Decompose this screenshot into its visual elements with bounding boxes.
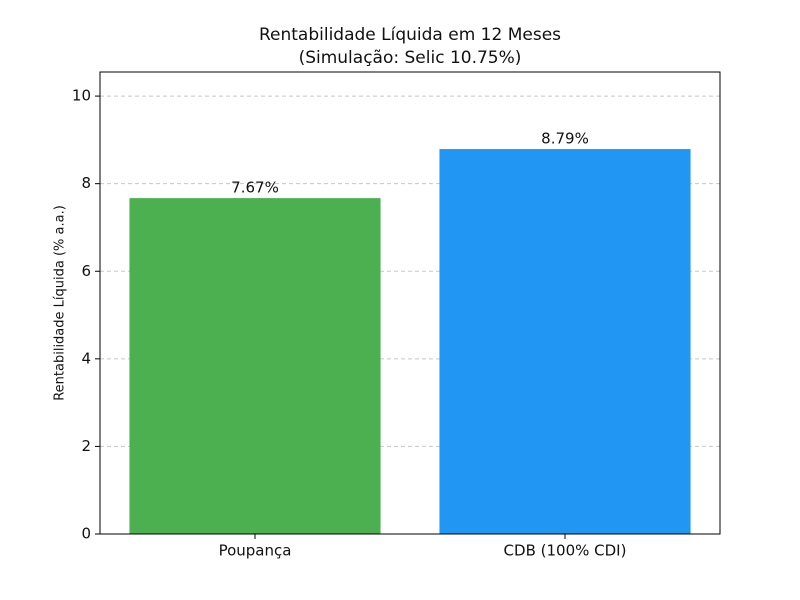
value-label: 7.67%: [231, 179, 279, 197]
y-tick-label: 10: [72, 87, 91, 105]
x-tick-label: Poupança: [219, 542, 292, 560]
plot-frame: [99, 71, 721, 535]
bar: [439, 149, 691, 534]
value-label: 8.79%: [541, 130, 589, 148]
chart-title: Rentabilidade Líquida em 12 Meses: [259, 25, 561, 45]
chart-subtitle: (Simulação: Selic 10.75%): [299, 48, 522, 68]
bar: [129, 198, 381, 534]
y-tick-label: 6: [81, 262, 91, 280]
x-tick-label: CDB (100% CDI): [504, 542, 627, 560]
y-tick-label: 0: [81, 525, 91, 543]
y-tick-label: 2: [81, 437, 91, 455]
y-axis-label: Rentabilidade Líquida (% a.a.): [53, 205, 68, 401]
y-tick-label: 8: [81, 174, 91, 192]
y-tick-label: 4: [81, 349, 91, 367]
